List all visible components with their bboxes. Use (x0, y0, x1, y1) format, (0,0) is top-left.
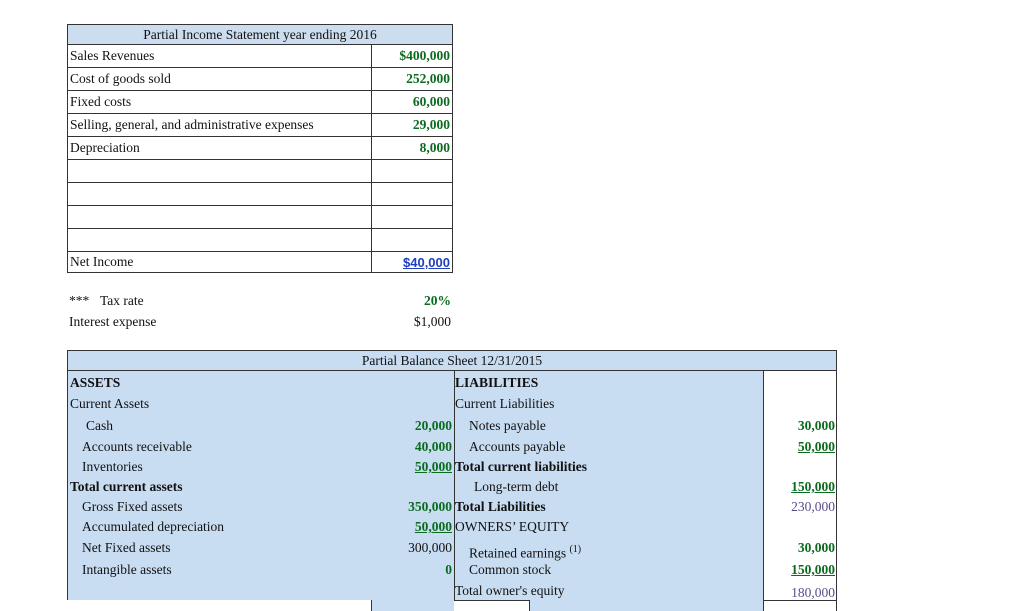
total-owners-equity-label: Total owner's equity (455, 583, 565, 598)
balance-sheet-title: Partial Balance Sheet 12/31/2015 (361, 353, 543, 368)
income-statement-title: Partial Income Statement year ending 201… (143, 27, 377, 42)
accounts-payable-value: 50,000 (797, 439, 835, 454)
total-current-assets-label: Total current assets (70, 479, 183, 494)
accounts-payable-label: Accounts payable (469, 439, 566, 454)
is-label: Selling, general, and administrative exp… (70, 117, 314, 132)
net-fixed-assets-label: Net Fixed assets (82, 540, 171, 555)
is-row-depreciation: Depreciation 8,000 (67, 137, 453, 160)
assets-heading: ASSETS (70, 375, 121, 390)
cash-value: 20,000 (414, 418, 452, 433)
liabilities-heading: LIABILITIES (455, 375, 539, 390)
is-value: 29,000 (412, 117, 450, 132)
income-statement-header: Partial Income Statement year ending 201… (67, 24, 453, 45)
inventories-value: 50,000 (414, 459, 452, 474)
is-row-sga: Selling, general, and administrative exp… (67, 114, 453, 137)
gross-fixed-assets-label: Gross Fixed assets (82, 499, 183, 514)
retained-earnings-text: Retained earnings (469, 545, 567, 561)
is-row-empty (67, 206, 453, 229)
balance-sheet: Partial Balance Sheet 12/31/2015 (67, 350, 837, 611)
is-label: Depreciation (70, 140, 140, 155)
is-value: 60,000 (412, 94, 450, 109)
retained-earnings-label: Retained earnings (1) (469, 542, 581, 562)
common-stock-value: 150,000 (791, 562, 835, 577)
total-current-liabilities-label: Total current liabilities (455, 459, 588, 474)
is-row-cogs: Cost of goods sold 252,000 (67, 68, 453, 91)
common-stock-label: Common stock (469, 562, 552, 577)
is-row-empty (67, 160, 453, 183)
gross-fixed-assets-value: 350,000 (408, 499, 452, 514)
net-fixed-assets-value: 300,000 (408, 540, 452, 555)
total-liabilities-value: 230,000 (791, 499, 835, 514)
tax-rate-value: 20% (424, 293, 451, 308)
interest-expense-value: $1,000 (413, 314, 451, 329)
accounts-receivable-value: 40,000 (414, 439, 452, 454)
balance-sheet-header: Partial Balance Sheet 12/31/2015 (67, 350, 837, 371)
is-value: $400,000 (399, 48, 450, 63)
long-term-debt-label: Long-term debt (474, 479, 559, 494)
cash-label: Cash (86, 418, 113, 433)
is-row-net-income: Net Income $40,000 (67, 252, 453, 273)
liabilities-values-column (763, 371, 837, 611)
accumulated-depreciation-value: 50,000 (414, 519, 452, 534)
accumulated-depreciation-label: Accumulated depreciation (82, 519, 225, 534)
total-owners-equity-value: 180,000 (791, 585, 835, 600)
inventories-label: Inventories (82, 459, 143, 474)
is-label: Cost of goods sold (70, 71, 171, 86)
is-row-empty (67, 183, 453, 206)
intangible-assets-value: 0 (445, 562, 452, 577)
is-row-fixed-costs: Fixed costs 60,000 (67, 91, 453, 114)
total-liabilities-label: Total Liabilities (455, 499, 546, 514)
is-row-empty (67, 229, 453, 252)
is-label: Sales Revenues (70, 48, 155, 63)
assets-panel (67, 371, 454, 611)
notes-payable-label: Notes payable (469, 418, 546, 433)
is-value: 8,000 (419, 140, 450, 155)
interest-expense-label: Interest expense (69, 314, 157, 329)
current-liabilities-heading: Current Liabilities (455, 396, 555, 411)
current-assets-heading: Current Assets (70, 396, 150, 411)
owners-equity-heading: OWNERS’ EQUITY (455, 519, 570, 534)
tax-rate-label: Tax rate (100, 293, 144, 308)
is-label: Fixed costs (70, 94, 132, 109)
is-value: 252,000 (406, 71, 450, 86)
intangible-assets-label: Intangible assets (82, 562, 172, 577)
retained-earnings-footnote: (1) (569, 544, 582, 555)
tax-marker: *** (69, 293, 90, 308)
notes-payable-value: 30,000 (797, 418, 835, 433)
is-row-sales: Sales Revenues $400,000 (67, 45, 453, 68)
net-income-value: $40,000 (403, 255, 450, 270)
long-term-debt-value: 150,000 (791, 479, 835, 494)
accounts-receivable-label: Accounts receivable (82, 439, 192, 454)
retained-earnings-value: 30,000 (797, 540, 835, 555)
liabilities-panel (454, 371, 763, 611)
net-income-label: Net Income (70, 254, 134, 269)
